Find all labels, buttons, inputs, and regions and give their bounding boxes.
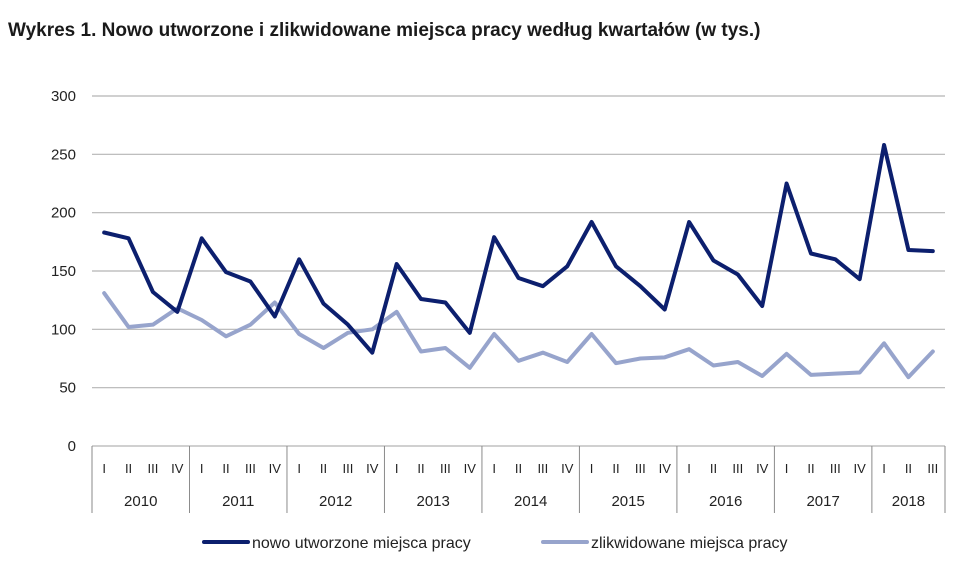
x-tick-label-quarter: IV [269, 461, 282, 476]
x-tick-label-quarter: III [732, 461, 743, 476]
x-tick-label-quarter: I [882, 461, 886, 476]
x-tick-label-quarter: I [395, 461, 399, 476]
y-tick-label: 150 [51, 263, 76, 280]
x-tick-label-year: 2013 [417, 493, 450, 510]
legend-label-new-jobs: nowo utworzone miejsca pracy [252, 535, 471, 552]
series-lines [102, 143, 935, 380]
x-tick-label-year: 2017 [806, 493, 839, 510]
y-tick-label: 0 [68, 438, 76, 455]
x-tick-label-year: 2016 [709, 493, 742, 510]
x-tick-label-quarter: I [297, 461, 301, 476]
x-tick-label-quarter: IV [854, 461, 867, 476]
chart-title: Wykres 1. Nowo utworzone i zlikwidowane … [8, 20, 760, 41]
y-tick-label: 200 [51, 205, 76, 222]
x-tick-label-quarter: III [440, 461, 451, 476]
x-axis: I II III IV I II III IV I II III IV I II III IV I II III IV… [91, 446, 946, 513]
y-tick-label: 100 [51, 321, 76, 338]
x-tick-label-quarter: IV [171, 461, 184, 476]
y-tick-label: 50 [59, 380, 76, 397]
x-tick-label-quarter: II [125, 461, 132, 476]
x-tick-label-year: 2010 [124, 493, 157, 510]
x-tick-label-year: 2018 [892, 493, 925, 510]
x-tick-label-year: 2015 [611, 493, 644, 510]
x-tick-label-year: 2011 [222, 493, 254, 510]
x-tick-label-quarter: III [342, 461, 353, 476]
x-tick-label-quarter: II [612, 461, 619, 476]
y-tick-label: 300 [51, 88, 76, 105]
x-tick-label-quarter: IV [464, 461, 477, 476]
x-tick-label-quarter: I [200, 461, 204, 476]
x-tick-label-quarter: III [635, 461, 646, 476]
x-tick-label-year: 2014 [514, 493, 547, 510]
x-tick-label-quarter: IV [561, 461, 574, 476]
x-tick-label-quarter: I [102, 461, 106, 476]
x-tick-label-quarter: III [245, 461, 256, 476]
x-tick-label-quarter: III [830, 461, 841, 476]
x-tick-label-quarter: I [687, 461, 691, 476]
y-tick-label: 250 [51, 146, 76, 163]
legend-label-liquidated-jobs: zlikwidowane miejsca pracy [591, 535, 788, 552]
x-tick-label-quarter: III [148, 461, 159, 476]
x-tick-label-quarter: II [807, 461, 814, 476]
x-tick-label-quarter: I [590, 461, 594, 476]
grid-lines [92, 95, 945, 447]
x-tick-label-quarter: II [320, 461, 327, 476]
legend: nowo utworzone miejsca pracy zlikwidowan… [202, 535, 788, 552]
y-axis-ticks: 0 50 100 150 200 250 300 [51, 88, 76, 455]
x-tick-label-quarter: II [515, 461, 522, 476]
x-tick-label-quarter: IV [366, 461, 379, 476]
x-tick-label-quarter: II [222, 461, 229, 476]
x-tick-label-quarter: IV [756, 461, 769, 476]
x-tick-label-quarter: I [492, 461, 496, 476]
x-tick-label-year: 2012 [319, 493, 352, 510]
x-tick-label-quarter: II [417, 461, 424, 476]
x-tick-label-quarter: II [710, 461, 717, 476]
x-tick-label-quarter: II [905, 461, 912, 476]
series-line-new-jobs [102, 143, 935, 355]
series-line-liquidated-jobs [102, 291, 935, 380]
x-tick-label-quarter: IV [659, 461, 672, 476]
x-tick-label-quarter: I [785, 461, 789, 476]
x-tick-label-quarter: III [927, 461, 938, 476]
x-tick-label-quarter: III [537, 461, 548, 476]
